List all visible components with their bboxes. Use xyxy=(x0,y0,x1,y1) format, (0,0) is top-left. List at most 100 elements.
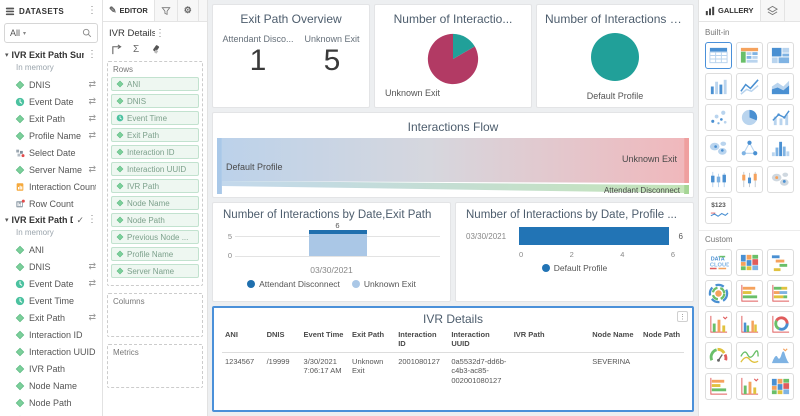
dataset-field[interactable]: Interaction Count xyxy=(2,178,100,195)
widget-ivr-details-table[interactable]: ⋮ IVR Details ANIDNISEvent TimeExit Path… xyxy=(212,306,694,412)
row-pill[interactable]: Interaction ID xyxy=(111,145,199,159)
gallery-tile-histogram[interactable] xyxy=(767,135,794,162)
tab-gallery[interactable]: GALLERY xyxy=(699,0,761,21)
gallery-tile-area-chart[interactable] xyxy=(767,73,794,100)
dataset-field[interactable]: Server Name⇄ xyxy=(2,161,100,178)
row-pill[interactable]: Interaction UUID xyxy=(111,162,199,176)
legend-item-default-profile[interactable]: Default Profile xyxy=(542,263,607,273)
gallery-tile-map-points[interactable] xyxy=(767,166,794,193)
kebab-icon[interactable]: ⋮ xyxy=(87,50,97,60)
row-pill[interactable]: Previous Node ... xyxy=(111,230,199,244)
gallery-tile-word-cloud[interactable]: DATACLOUD xyxy=(705,249,732,276)
kebab-icon[interactable]: ⋮ xyxy=(677,311,688,322)
expand-arrow-icon[interactable]: ▾ xyxy=(5,216,9,224)
gallery-tile-donut-chart[interactable] xyxy=(767,311,794,338)
dataset-field[interactable]: Interaction ID xyxy=(2,326,100,343)
gallery-tile-line-chart[interactable] xyxy=(736,73,763,100)
tab-editor[interactable]: ✎ EDITOR xyxy=(103,0,155,21)
gallery-tile-pivot-table[interactable] xyxy=(736,42,763,69)
gallery-tile-ridge-area[interactable] xyxy=(736,342,763,369)
dataset-field[interactable]: ANI xyxy=(2,241,100,258)
row-pill[interactable]: IVR Path xyxy=(111,179,199,193)
row-pill[interactable]: Node Path xyxy=(111,213,199,227)
widget-exit-path-overview[interactable]: Exit Path Overview Attendant Disco... 1 … xyxy=(212,4,370,108)
row-pill[interactable]: Exit Path xyxy=(111,128,199,142)
row-pill[interactable]: Event Time xyxy=(111,111,199,125)
widget-interactions-by-date-exit-path[interactable]: Number of Interactions by Date,Exit Path… xyxy=(212,202,451,302)
table-row[interactable]: 1234567/199993/30/2021 7:06:17 AMUnknown… xyxy=(222,353,684,390)
gallery-tile-bar-chart[interactable] xyxy=(705,73,732,100)
dataset-field[interactable]: Row Count xyxy=(2,195,100,212)
sankey-node-attendant-disconnect[interactable] xyxy=(684,185,689,194)
row-pill[interactable]: DNIS xyxy=(111,94,199,108)
kebab-icon[interactable]: ⋮ xyxy=(87,215,97,225)
dataset-field[interactable]: Event Time xyxy=(2,292,100,309)
search-icon[interactable] xyxy=(82,28,92,38)
dataset-filter-dropdown[interactable]: All xyxy=(10,28,20,38)
gallery-tile-map[interactable] xyxy=(705,135,732,162)
gallery-tile-mekko-chart[interactable] xyxy=(767,373,794,400)
sankey-node-unknown-exit[interactable] xyxy=(684,138,689,183)
gallery-tile-density-peaks[interactable] xyxy=(767,342,794,369)
widget-interactions-by-profile-pie[interactable]: Number of Interactions b... Default Prof… xyxy=(536,4,694,108)
gallery-tile-network-graph[interactable] xyxy=(736,135,763,162)
gallery-tile-scatter-plot[interactable] xyxy=(705,104,732,131)
dataset-field[interactable]: DNIS⇄ xyxy=(2,258,100,275)
dataset-field[interactable]: Select Date xyxy=(2,144,100,161)
gallery-tile-gauge[interactable] xyxy=(705,342,732,369)
tab-filters[interactable] xyxy=(155,0,178,21)
gallery-tile-column-colored[interactable] xyxy=(705,311,732,338)
gallery-tile-combo-chart[interactable] xyxy=(767,104,794,131)
gallery-tile-sunburst[interactable] xyxy=(705,280,732,307)
dataset-group-header[interactable]: ▾IVR Exit Path D...✓⋮ xyxy=(2,212,100,228)
legend-item-unknown-exit[interactable]: Unknown Exit xyxy=(352,279,416,289)
expand-arrow-icon[interactable]: ▾ xyxy=(5,51,9,59)
metrics-zone[interactable]: Metrics xyxy=(107,344,203,388)
bar-default-profile[interactable] xyxy=(519,227,669,245)
gallery-tile-kpi[interactable]: $123 xyxy=(705,197,732,224)
bar-03-30-2021[interactable]: 6 xyxy=(309,230,367,256)
gallery-tile-mekko-chart[interactable] xyxy=(736,249,763,276)
gallery-tile-candlestick[interactable] xyxy=(736,166,763,193)
legend-item-attendant-disconnect[interactable]: Attendant Disconnect xyxy=(247,279,340,289)
rows-zone[interactable]: Rows ANIDNISEvent TimeExit PathInteracti… xyxy=(107,61,203,286)
dataset-field[interactable]: DNIS⇄ xyxy=(2,76,100,93)
gallery-tile-stacked-h-bar[interactable] xyxy=(767,280,794,307)
widget-interactions-by-exit-path-pie[interactable]: Number of Interactio... Unknown Exit xyxy=(374,4,532,108)
widget-interactions-by-date-profile[interactable]: Number of Interactions by Date, Profile … xyxy=(455,202,694,302)
tab-layers[interactable] xyxy=(761,0,785,21)
dataset-field[interactable]: Exit Path⇄ xyxy=(2,309,100,326)
pie-slice-default-profile[interactable] xyxy=(591,33,639,81)
dataset-field[interactable]: Node Name xyxy=(2,377,100,394)
row-pill[interactable]: Node Name xyxy=(111,196,199,210)
gallery-tile-column-colored[interactable] xyxy=(736,373,763,400)
gallery-tile-grouped-column[interactable] xyxy=(736,311,763,338)
eraser-icon[interactable] xyxy=(150,44,161,55)
resize-icon[interactable] xyxy=(111,44,122,55)
gallery-tile-table[interactable] xyxy=(705,42,732,69)
kebab-icon[interactable]: ⋮ xyxy=(155,29,201,39)
bar-segment-unknown-exit[interactable] xyxy=(309,234,367,256)
dataset-field[interactable]: IVR Path xyxy=(2,360,100,377)
row-pill[interactable]: ANI xyxy=(111,77,199,91)
row-pill[interactable]: Profile Name xyxy=(111,247,199,261)
gallery-tile-pie-chart[interactable] xyxy=(736,104,763,131)
dataset-field[interactable]: Interaction UUID xyxy=(2,343,100,360)
widget-interactions-flow[interactable]: Interactions Flow Default Profile Un xyxy=(212,112,694,198)
dataset-field[interactable]: Exit Path⇄ xyxy=(2,110,100,127)
dataset-field[interactable]: Event Date⇄ xyxy=(2,93,100,110)
dataset-group-header[interactable]: ▾IVR Exit Path Summ...⋮ xyxy=(2,47,100,63)
kebab-icon[interactable]: ⋮ xyxy=(87,6,97,16)
dataset-field[interactable]: Node Path xyxy=(2,394,100,411)
dataset-field[interactable]: Profile Name⇄ xyxy=(2,127,100,144)
gallery-tile-h-bar-colored[interactable] xyxy=(705,373,732,400)
gallery-tile-box-plot[interactable] xyxy=(705,166,732,193)
gallery-tile-treemap[interactable] xyxy=(767,42,794,69)
sankey-node-default-profile[interactable] xyxy=(217,138,222,194)
row-pill[interactable]: Server Name xyxy=(111,264,199,278)
dataset-field[interactable]: Event Date⇄ xyxy=(2,275,100,292)
columns-zone[interactable]: Columns xyxy=(107,293,203,337)
gallery-tile-h-bar-colored[interactable] xyxy=(736,280,763,307)
tab-settings[interactable]: ⚙ xyxy=(178,0,199,21)
gallery-tile-gantt-chart[interactable] xyxy=(767,249,794,276)
